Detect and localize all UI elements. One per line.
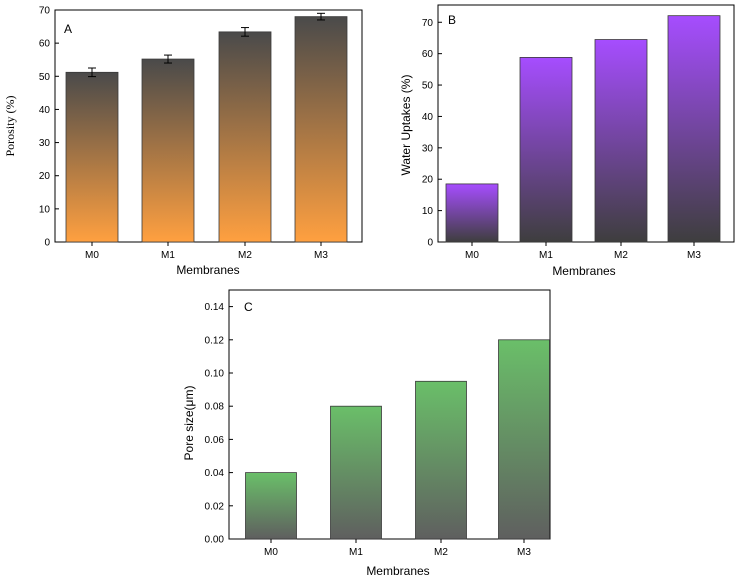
x-axis-label: Membranes — [366, 564, 429, 578]
panel-label: A — [64, 22, 72, 36]
x-tick-label: M0 — [465, 250, 479, 261]
y-tick-label: 0.12 — [205, 335, 225, 346]
y-tick-label: 30 — [422, 143, 434, 154]
plot-area-frame — [228, 289, 551, 540]
bar-m2 — [415, 380, 467, 540]
bar-m3 — [667, 15, 721, 243]
error-bar-m3 — [317, 12, 325, 21]
x-tick-label: M2 — [238, 250, 252, 261]
bar-m1 — [330, 405, 382, 540]
y-tick-label: 0 — [44, 238, 50, 249]
bar-m0 — [65, 71, 119, 243]
bar-m0 — [445, 183, 499, 243]
panel-b-water-uptake-chart: B Water Uptakes (%) Membranes 0 10 20 30 40 5… — [399, 4, 735, 278]
error-bar-m0 — [88, 67, 96, 78]
error-bar-m2 — [241, 27, 249, 37]
x-axis-label: Membranes — [176, 263, 239, 277]
bar-m3 — [498, 339, 550, 540]
x-tick-label: M3 — [687, 250, 701, 261]
panel-a-porosity-chart: A Porosity (%) Membranes 0 10 20 30 40 50 60 70… — [3, 6, 363, 277]
y-tick-label: 0.14 — [205, 302, 225, 313]
x-tick-label: M3 — [517, 547, 531, 558]
x-tick-label: M1 — [161, 250, 175, 261]
x-axis-label: Membranes — [552, 264, 615, 278]
y-tick-label: 50 — [39, 72, 51, 83]
plot-area-frame — [54, 9, 363, 243]
y-axis-label: Porosity (%) — [3, 96, 17, 157]
y-tick-label: 0.06 — [205, 435, 225, 446]
bar-m0 — [245, 472, 297, 540]
y-axis-label: Water Uptakes (%) — [399, 75, 413, 176]
bar-m1 — [519, 57, 573, 243]
x-tick-label: M2 — [614, 250, 628, 261]
y-tick-label: 40 — [422, 112, 434, 123]
y-tick-label: 40 — [39, 105, 51, 116]
bar-m2 — [594, 39, 648, 243]
bar-m1 — [141, 58, 195, 243]
x-tick-label: M1 — [349, 547, 363, 558]
y-axis-label: Pore size(μm) — [182, 386, 196, 461]
x-tick-label: M1 — [539, 250, 553, 261]
y-tick-label: 30 — [39, 138, 51, 149]
bar-m3 — [294, 16, 348, 243]
y-tick-label: 50 — [422, 81, 434, 92]
y-tick-label: 0 — [427, 238, 433, 249]
y-tick-label: 20 — [39, 171, 51, 182]
y-tick-label: 0.08 — [205, 402, 225, 413]
x-tick-label: M3 — [314, 250, 328, 261]
y-tick-label: 60 — [422, 49, 434, 60]
y-tick-label: 10 — [39, 204, 51, 215]
error-bar-m1 — [164, 54, 172, 64]
x-tick-label: M0 — [85, 250, 99, 261]
x-tick-label: M2 — [434, 547, 448, 558]
x-tick-label: M0 — [264, 547, 278, 558]
panel-label: C — [244, 300, 253, 314]
bar-m2 — [218, 31, 272, 243]
y-tick-label: 10 — [422, 206, 434, 217]
y-tick-label: 0.04 — [205, 468, 225, 479]
y-tick-label: 70 — [422, 18, 434, 29]
y-tick-label: 0.02 — [205, 501, 225, 512]
y-tick-label: 60 — [39, 39, 51, 50]
y-tick-label: 20 — [422, 175, 434, 186]
y-tick-label: 0.10 — [205, 369, 225, 380]
y-tick-label: 70 — [39, 6, 51, 17]
panel-label: B — [448, 13, 456, 27]
plot-area-frame — [437, 4, 735, 243]
panel-c-pore-size-chart: C Pore size(μm) Membranes 0.00 0.02 0.04 0.… — [182, 289, 551, 578]
y-tick-label: 0.00 — [205, 535, 225, 546]
